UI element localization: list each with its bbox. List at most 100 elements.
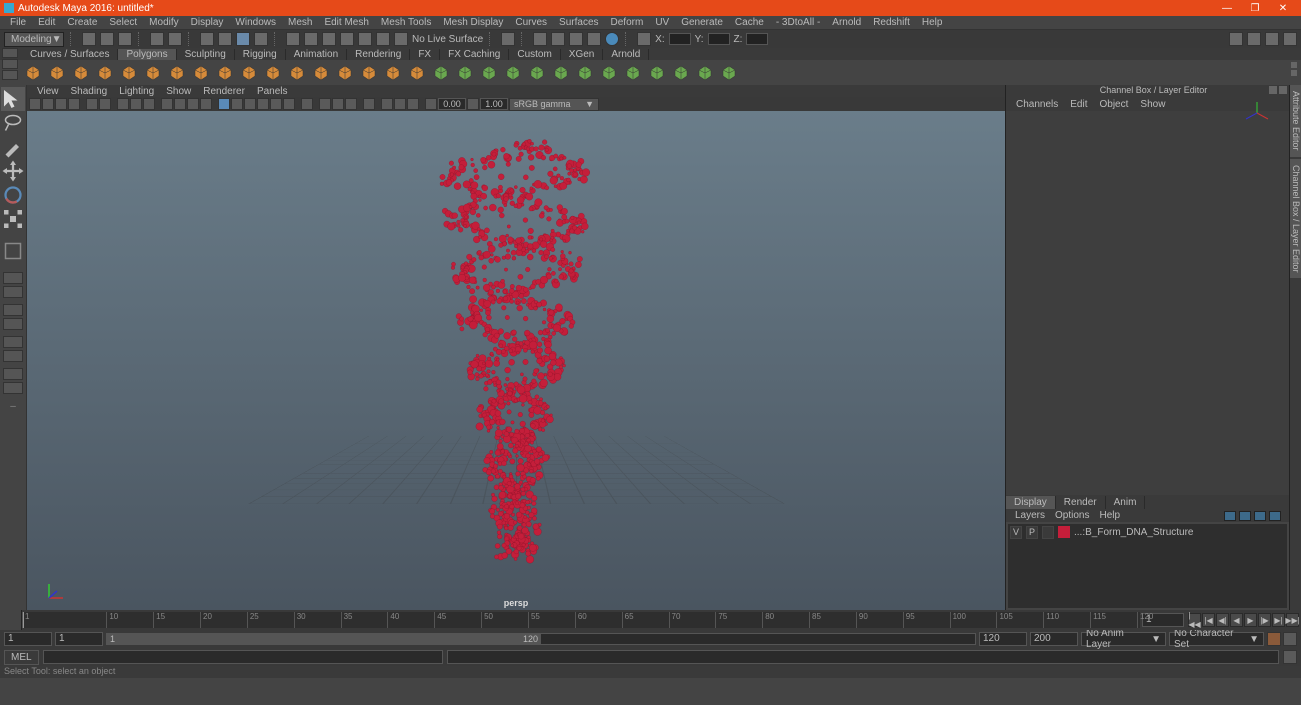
script-editor-icon[interactable] — [1283, 650, 1297, 664]
shelf-tab-curvessurfaces[interactable]: Curves / Surfaces — [22, 49, 118, 60]
layer-color-swatch[interactable] — [1058, 526, 1070, 538]
menu-arnold[interactable]: Arnold — [826, 17, 867, 28]
vp-gamma-icon[interactable] — [425, 98, 437, 110]
shelf-sphere-icon[interactable] — [22, 62, 44, 84]
shelf-tab-fx[interactable]: FX — [410, 49, 440, 60]
layer-name[interactable]: ...:B_Form_DNA_Structure — [1074, 527, 1193, 538]
shelf-scroll-up[interactable] — [1291, 62, 1297, 68]
layer-tab-anim[interactable]: Anim — [1106, 496, 1146, 509]
next-key-button[interactable]: ▶| — [1272, 613, 1285, 627]
select-component-icon[interactable] — [254, 32, 268, 46]
open-scene-icon[interactable] — [100, 32, 114, 46]
cb-undock-icon[interactable] — [1269, 86, 1277, 94]
vp-grease-icon[interactable] — [99, 98, 111, 110]
snap-curve-icon[interactable] — [304, 32, 318, 46]
rotate-tool[interactable] — [1, 183, 25, 207]
menu-generate[interactable]: Generate — [675, 17, 729, 28]
vp-lights-icon[interactable] — [244, 98, 256, 110]
menu-edit[interactable]: Edit — [32, 17, 61, 28]
vp-grid-icon[interactable] — [117, 98, 129, 110]
vp-motion-blur-icon[interactable] — [283, 98, 295, 110]
vp-bookmark-icon[interactable] — [55, 98, 67, 110]
render-icon[interactable] — [533, 32, 547, 46]
vp-safe-title-icon[interactable] — [187, 98, 199, 110]
shelf-cone-icon[interactable] — [94, 62, 116, 84]
vp-res-gate-icon[interactable] — [143, 98, 155, 110]
command-input[interactable] — [43, 650, 443, 664]
y-input[interactable] — [708, 33, 730, 45]
x-input[interactable] — [669, 33, 691, 45]
menu-uv[interactable]: UV — [649, 17, 675, 28]
shelf-bevel-icon[interactable] — [622, 62, 644, 84]
vp-safe-action-icon[interactable] — [174, 98, 186, 110]
layer-row[interactable]: V P ...:B_Form_DNA_Structure — [1008, 524, 1287, 540]
menu-modify[interactable]: Modify — [143, 17, 184, 28]
menu-curves[interactable]: Curves — [509, 17, 553, 28]
shelf-bridge-icon[interactable] — [598, 62, 620, 84]
vp-exposure-icon[interactable] — [363, 98, 375, 110]
save-scene-icon[interactable] — [118, 32, 132, 46]
vp-menu-renderer[interactable]: Renderer — [197, 86, 251, 97]
vp-aa-icon[interactable] — [407, 98, 419, 110]
make-live-icon[interactable] — [394, 32, 408, 46]
range-start-inner[interactable]: 1 — [55, 632, 103, 646]
lasso-tool[interactable] — [1, 111, 25, 135]
vp-image-plane-icon[interactable] — [68, 98, 80, 110]
layout-icon-3[interactable] — [1265, 32, 1279, 46]
vp-xray-joints-icon[interactable] — [332, 98, 344, 110]
layers-help-menu[interactable]: Help — [1094, 510, 1125, 521]
menu-help[interactable]: Help — [916, 17, 949, 28]
layout-persp-graph[interactable] — [3, 350, 23, 362]
cb-menu-object[interactable]: Object — [1094, 99, 1135, 110]
auto-key-icon[interactable] — [1267, 632, 1281, 646]
layout-icon-1[interactable] — [1229, 32, 1243, 46]
snap-point-icon[interactable] — [322, 32, 336, 46]
attribute-editor-tab[interactable]: Attribute Editor — [1290, 85, 1301, 157]
vp-textured-icon[interactable] — [231, 98, 243, 110]
layout-custom[interactable] — [3, 382, 23, 394]
shelf-plane-icon[interactable] — [118, 62, 140, 84]
shelf-mirror-icon[interactable] — [670, 62, 692, 84]
layer-visible[interactable]: V — [1010, 526, 1022, 539]
shelf-tab-rendering[interactable]: Rendering — [347, 49, 410, 60]
shelf-tab-arnold[interactable]: Arnold — [603, 49, 649, 60]
layer-tab-display[interactable]: Display — [1006, 496, 1056, 509]
layer-playback[interactable]: P — [1026, 526, 1038, 539]
vp-exposure-value[interactable]: 0.00 — [438, 98, 466, 110]
cb-menu-show[interactable]: Show — [1134, 99, 1171, 110]
select-hier-icon[interactable] — [218, 32, 232, 46]
shelf-tab-rigging[interactable]: Rigging — [235, 49, 286, 60]
vp-menu-view[interactable]: View — [31, 86, 65, 97]
snap-grid-icon[interactable] — [286, 32, 300, 46]
shelf-gear-icon[interactable] — [262, 62, 284, 84]
layer-new-icon[interactable] — [1224, 511, 1236, 521]
render-seq-icon[interactable] — [605, 32, 619, 46]
shelf-tab-animation[interactable]: Animation — [286, 49, 347, 60]
layout-single[interactable] — [3, 272, 23, 284]
vp-xray-active-icon[interactable] — [345, 98, 357, 110]
last-tool[interactable] — [1, 239, 25, 263]
vp-menu-panels[interactable]: Panels — [251, 86, 294, 97]
vp-gate-mask-icon[interactable] — [161, 98, 173, 110]
menu-file[interactable]: File — [4, 17, 32, 28]
snap-live-icon[interactable] — [358, 32, 372, 46]
anim-layer-select[interactable]: No Anim Layer▼ — [1081, 632, 1166, 646]
menu-cache[interactable]: Cache — [729, 17, 770, 28]
menu-deform[interactable]: Deform — [605, 17, 650, 28]
menu-mesh[interactable]: Mesh — [282, 17, 318, 28]
vp-shaded-icon[interactable] — [218, 98, 230, 110]
prefs-icon[interactable] — [1283, 632, 1297, 646]
shelf-mini-3[interactable] — [2, 70, 18, 80]
snap-plane-icon[interactable] — [340, 32, 354, 46]
layout-outliner[interactable] — [3, 336, 23, 348]
select-object-icon[interactable] — [236, 32, 250, 46]
vp-gamma-icon2[interactable] — [467, 98, 479, 110]
render-view-icon[interactable] — [587, 32, 601, 46]
menu-dtoall[interactable]: - 3DtoAll - — [770, 17, 826, 28]
view-cube-icon[interactable] — [1243, 99, 1271, 127]
go-end-button[interactable]: ▶▶| — [1286, 613, 1299, 627]
shelf-smooth-icon[interactable] — [646, 62, 668, 84]
vp-colorspace-select[interactable]: sRGB gamma▼ — [509, 98, 599, 111]
layout-icon-4[interactable] — [1283, 32, 1297, 46]
vp-ao-icon[interactable] — [270, 98, 282, 110]
